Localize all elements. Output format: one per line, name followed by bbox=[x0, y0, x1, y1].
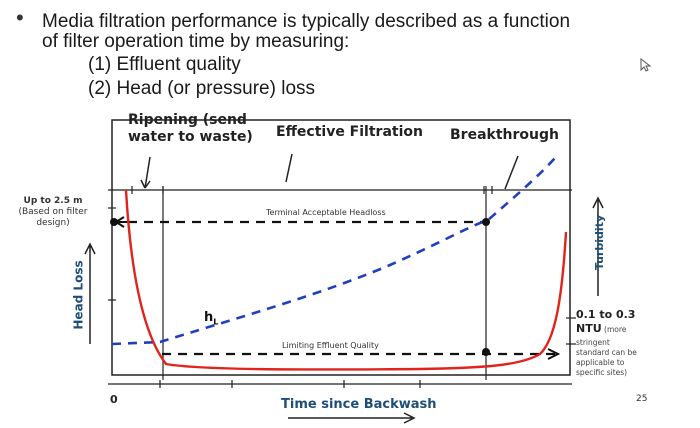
x-axis-origin: 0 bbox=[110, 393, 118, 406]
slide-title-line-1: Media filtration performance is typicall… bbox=[42, 11, 571, 32]
turbidity-limit-note: 0.1 to 0.3 NTU (more stringent standard … bbox=[576, 308, 637, 378]
terminal-headloss-label: Terminal Acceptable Headloss bbox=[266, 208, 386, 217]
headloss-limit-value: Up to 2.5 m bbox=[23, 196, 83, 206]
sub-item-head-loss: (2) Head (or pressure) loss bbox=[88, 78, 316, 99]
page-number: 25 bbox=[636, 394, 648, 404]
y-axis-title-turbidity: Turbidity bbox=[593, 214, 607, 271]
breakthrough-label: Breakthrough bbox=[450, 127, 559, 143]
headloss-limit-detail-2: design) bbox=[36, 218, 70, 228]
x-axis-title: Time since Backwash bbox=[281, 397, 437, 412]
headloss-symbol: hL bbox=[204, 310, 218, 327]
turbidity-note-more: (more bbox=[604, 325, 627, 334]
turbidity-curve bbox=[124, 189, 568, 371]
head-loss-axis-arrow bbox=[84, 242, 96, 344]
bullet-marker: • bbox=[16, 5, 24, 30]
limiting-quality-arrowhead bbox=[547, 348, 561, 360]
turbidity-note-line-2: standard can be bbox=[576, 348, 637, 357]
plot-frame bbox=[111, 119, 571, 376]
headloss-breakthrough-point bbox=[482, 218, 490, 226]
turbidity-note-line-3: applicable to bbox=[576, 358, 625, 367]
sub-item-effluent-quality: (1) Effluent quality bbox=[88, 54, 241, 75]
breakthrough-pointer-arrow bbox=[504, 155, 519, 190]
headloss-limit-detail-1: (Based on filter bbox=[18, 207, 88, 217]
limiting-quality-label: Limiting Effluent Quality bbox=[282, 341, 379, 350]
terminal-headloss-point bbox=[110, 218, 118, 226]
turbidity-breakthrough-point bbox=[482, 348, 490, 356]
effective-pointer-arrow bbox=[285, 153, 293, 183]
headloss-symbol-h: h bbox=[204, 310, 214, 325]
slide-title-line-2: of filter operation time by measuring: bbox=[42, 31, 350, 52]
headloss-symbol-subscript: L bbox=[213, 317, 219, 327]
turbidity-note-line-1: stringent bbox=[576, 338, 610, 347]
mouse-cursor-icon bbox=[640, 58, 652, 72]
ripening-label: Ripening (send water to waste) bbox=[128, 112, 253, 146]
effective-filtration-label: Effective Filtration bbox=[276, 124, 423, 140]
turbidity-note-line-4: specific sites) bbox=[576, 368, 628, 377]
turbidity-unit: NTU bbox=[576, 322, 602, 335]
ripening-pointer-arrow bbox=[144, 156, 151, 189]
turbidity-axis-arrow bbox=[592, 196, 604, 296]
headloss-limit-note: Up to 2.5 m (Based on filter design) bbox=[12, 196, 94, 229]
y-axis-title-head-loss: Head Loss bbox=[71, 260, 86, 330]
headloss-curve bbox=[111, 157, 556, 346]
turbidity-limit-value: 0.1 to 0.3 bbox=[576, 308, 636, 321]
ripening-pointer-arrowhead bbox=[140, 179, 151, 189]
ripening-label-line-1: Ripening (send bbox=[128, 112, 247, 128]
time-axis-arrow bbox=[288, 412, 416, 424]
ripening-label-line-2: water to waste) bbox=[128, 129, 253, 145]
